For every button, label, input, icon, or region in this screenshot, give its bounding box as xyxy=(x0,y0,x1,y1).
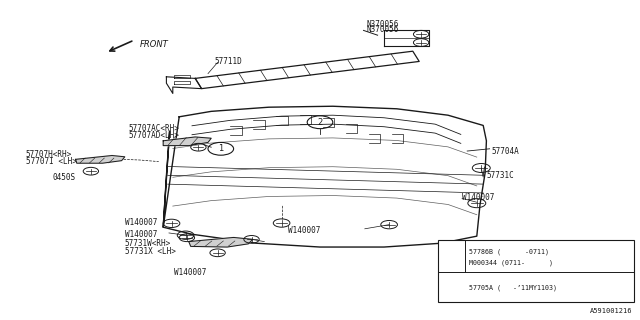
Text: 57704A: 57704A xyxy=(492,147,519,156)
Polygon shape xyxy=(189,237,253,247)
Bar xyxy=(438,240,634,302)
Text: 57731W<RH>: 57731W<RH> xyxy=(125,239,171,248)
Text: A591001216: A591001216 xyxy=(590,308,632,314)
Polygon shape xyxy=(163,137,211,146)
Text: FRONT: FRONT xyxy=(140,40,168,49)
Text: 0450S: 0450S xyxy=(52,173,76,182)
Text: W140007: W140007 xyxy=(125,230,157,239)
Text: 57731X <LH>: 57731X <LH> xyxy=(125,247,175,256)
Text: N370056: N370056 xyxy=(366,20,399,29)
Polygon shape xyxy=(76,156,125,163)
Text: 2: 2 xyxy=(317,118,323,127)
Text: 57707AD<LH>: 57707AD<LH> xyxy=(128,132,179,140)
Text: W140007: W140007 xyxy=(125,218,157,227)
Text: 57707AC<RH>: 57707AC<RH> xyxy=(128,124,179,133)
Text: 2: 2 xyxy=(449,283,454,292)
Text: W140007: W140007 xyxy=(288,226,321,235)
Text: 1: 1 xyxy=(449,252,454,261)
Text: N370056: N370056 xyxy=(366,25,399,34)
Text: 57707H<RH>: 57707H<RH> xyxy=(26,150,72,159)
Text: 57705A (   -’11MY1103): 57705A ( -’11MY1103) xyxy=(469,284,557,291)
Text: 57786B (      -0711): 57786B ( -0711) xyxy=(469,249,549,255)
Text: 57711D: 57711D xyxy=(214,57,242,66)
Text: W140007: W140007 xyxy=(174,268,207,277)
Text: W140007: W140007 xyxy=(462,193,495,202)
Text: 1: 1 xyxy=(218,144,223,153)
Text: 57731C: 57731C xyxy=(486,172,514,180)
Text: M000344 (0711-      ): M000344 (0711- ) xyxy=(469,260,553,266)
Text: 57707I <LH>: 57707I <LH> xyxy=(26,157,76,166)
